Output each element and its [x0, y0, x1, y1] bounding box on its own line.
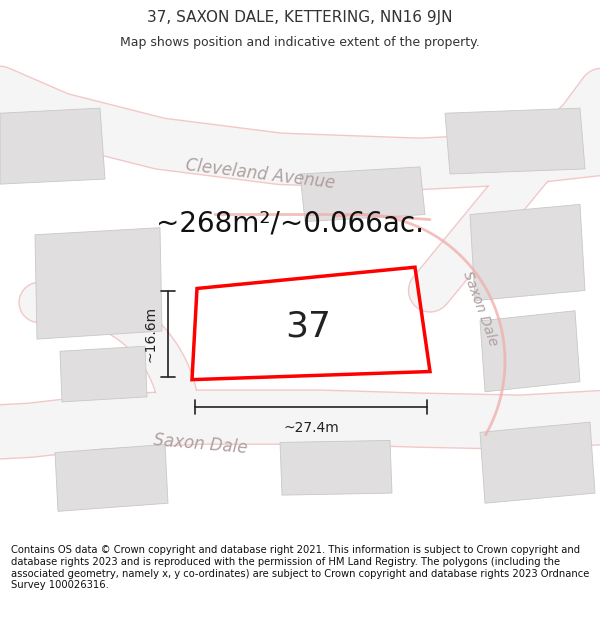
Text: ~268m²/~0.066ac.: ~268m²/~0.066ac.: [156, 210, 424, 238]
Text: Saxon Dale: Saxon Dale: [152, 431, 248, 457]
Text: Contains OS data © Crown copyright and database right 2021. This information is : Contains OS data © Crown copyright and d…: [11, 545, 589, 590]
Text: Saxon Dale: Saxon Dale: [460, 269, 500, 348]
Text: ~16.6m: ~16.6m: [144, 306, 158, 362]
Text: Map shows position and indicative extent of the property.: Map shows position and indicative extent…: [120, 36, 480, 49]
Polygon shape: [470, 204, 585, 301]
Polygon shape: [0, 108, 105, 184]
Polygon shape: [300, 167, 425, 222]
Polygon shape: [35, 228, 162, 339]
Polygon shape: [480, 311, 580, 392]
Polygon shape: [60, 346, 147, 402]
Polygon shape: [55, 444, 168, 511]
Text: Cleveland Avenue: Cleveland Avenue: [184, 156, 336, 192]
Text: 37: 37: [286, 310, 331, 344]
Polygon shape: [480, 422, 595, 503]
Polygon shape: [445, 108, 585, 174]
Text: 37, SAXON DALE, KETTERING, NN16 9JN: 37, SAXON DALE, KETTERING, NN16 9JN: [147, 11, 453, 26]
Text: ~27.4m: ~27.4m: [283, 421, 339, 435]
Polygon shape: [280, 441, 392, 495]
